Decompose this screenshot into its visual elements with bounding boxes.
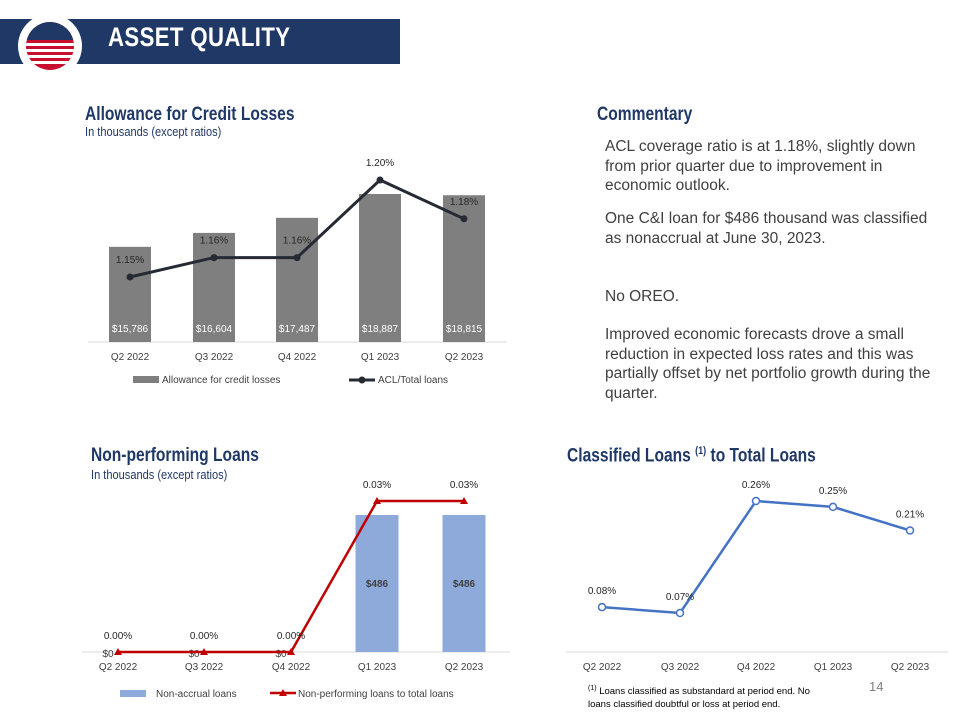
flag-emblem-icon bbox=[26, 22, 74, 70]
npl-x-tick: Q1 2023 bbox=[358, 662, 397, 673]
npl-ratio-marker bbox=[200, 648, 208, 655]
npl-chart-subtitle: In thousands (except ratios) bbox=[91, 467, 228, 482]
npl-ratio-label: 0.00% bbox=[190, 631, 218, 642]
commentary-paragraph-3: No OREO. bbox=[605, 288, 680, 305]
acl-bar bbox=[193, 232, 235, 342]
acl-legend-label-bar: Allowance for credit losses bbox=[162, 375, 280, 386]
acl-bar-label: $16,604 bbox=[196, 324, 233, 335]
npl-ratio-label: 0.00% bbox=[104, 631, 132, 642]
classified-point bbox=[751, 496, 761, 506]
classified-label: 0.08% bbox=[588, 586, 616, 597]
acl-bar-label: $18,887 bbox=[362, 324, 399, 335]
acl-ratio-label: 1.18% bbox=[450, 197, 478, 208]
acl-x-tick: Q3 2022 bbox=[195, 352, 234, 363]
acl-ratio-label: 1.15% bbox=[116, 255, 144, 266]
acl-ratio-label: 1.16% bbox=[200, 236, 228, 247]
classified-point bbox=[828, 502, 838, 512]
classified-point bbox=[905, 526, 915, 535]
npl-bar-label: $0 bbox=[275, 649, 287, 660]
classified-point bbox=[675, 608, 685, 618]
acl-x-tick: Q2 2023 bbox=[445, 352, 484, 363]
acl-ratio-label: 1.20% bbox=[366, 158, 394, 169]
npl-x-tick: Q2 2023 bbox=[445, 662, 484, 673]
acl-bar-label: $17,487 bbox=[279, 324, 316, 335]
npl-ratio-marker bbox=[114, 648, 122, 655]
npl-legend-label-line: Non-performing loans to total loans bbox=[298, 689, 454, 700]
acl-legend-label-line: ACL/Total loans bbox=[378, 375, 448, 386]
classified-x-tick: Q4 2022 bbox=[737, 662, 776, 673]
commentary-paragraph-2: One C&I loan for $486 thousand was class… bbox=[605, 210, 928, 247]
npl-bar-label: $486 bbox=[453, 579, 476, 590]
acl-x-tick: Q4 2022 bbox=[278, 352, 317, 363]
acl-x-tick: Q1 2023 bbox=[361, 352, 400, 363]
npl-ratio-label: 0.00% bbox=[277, 631, 305, 642]
classified-chart-title: Classified Loans (1) to Total Loans bbox=[567, 445, 816, 467]
acl-chart-title: Allowance for Credit Losses bbox=[85, 104, 295, 125]
classified-label: 0.07% bbox=[666, 592, 694, 603]
npl-bar bbox=[442, 515, 486, 652]
npl-bar bbox=[355, 515, 399, 652]
acl-ratio-point bbox=[210, 254, 218, 262]
acl-ratio-point bbox=[126, 273, 134, 281]
commentary-paragraph-4: Improved economic forecasts drove a smal… bbox=[605, 326, 931, 402]
acl-bar bbox=[276, 217, 318, 342]
npl-bar-label: $0 bbox=[188, 649, 200, 660]
acl-ratio-point bbox=[460, 215, 468, 223]
acl-legend-swatch-bar bbox=[133, 376, 159, 383]
npl-legend-swatch-bar bbox=[120, 690, 146, 697]
npl-x-tick: Q2 2022 bbox=[99, 662, 138, 673]
acl-chart-subtitle: In thousands (except ratios) bbox=[85, 124, 222, 139]
acl-legend-marker bbox=[358, 376, 366, 384]
npl-ratio-marker bbox=[287, 648, 295, 655]
acl-ratio-label: 1.16% bbox=[283, 236, 311, 247]
acl-ratio-point bbox=[293, 254, 301, 262]
classified-x-tick: Q1 2023 bbox=[814, 662, 853, 673]
page-number: 14 bbox=[869, 679, 884, 694]
page-title: ASSET QUALITY bbox=[108, 22, 291, 52]
npl-bar-label: $0 bbox=[102, 649, 114, 660]
commentary-paragraph-1: ACL coverage ratio is at 1.18%, slightly… bbox=[605, 138, 916, 194]
acl-ratio-point bbox=[376, 176, 384, 184]
classified-line bbox=[601, 499, 911, 615]
npl-ratio-label: 0.03% bbox=[363, 480, 391, 491]
npl-ratio-marker bbox=[460, 497, 468, 504]
classified-label: 0.21% bbox=[896, 509, 924, 520]
npl-legend-marker bbox=[279, 689, 287, 696]
npl-ratio-marker bbox=[373, 497, 381, 504]
classified-label: 0.25% bbox=[819, 486, 847, 497]
acl-x-tick: Q2 2022 bbox=[111, 352, 150, 363]
npl-bar-label: $486 bbox=[366, 579, 389, 590]
classified-point bbox=[597, 602, 607, 612]
classified-x-tick: Q2 2022 bbox=[583, 662, 622, 673]
acl-bar-label: $18,815 bbox=[446, 324, 483, 335]
classified-label: 0.26% bbox=[742, 480, 770, 491]
commentary-title: Commentary bbox=[597, 104, 693, 125]
acl-bar bbox=[359, 194, 401, 342]
acl-bar-label: $15,786 bbox=[112, 324, 149, 335]
footnote: (1) Loans classified as substandard at p… bbox=[588, 685, 810, 711]
classified-x-tick: Q3 2022 bbox=[661, 662, 700, 673]
npl-ratio-label: 0.03% bbox=[450, 480, 478, 491]
npl-chart-title: Non-performing Loans bbox=[91, 445, 259, 466]
classified-x-tick: Q2 2023 bbox=[891, 662, 930, 673]
acl-bar bbox=[109, 246, 151, 342]
npl-legend-label-bar: Non-accrual loans bbox=[156, 689, 237, 700]
npl-x-tick: Q3 2022 bbox=[185, 662, 224, 673]
company-logo bbox=[18, 14, 82, 78]
npl-x-tick: Q4 2022 bbox=[272, 662, 311, 673]
